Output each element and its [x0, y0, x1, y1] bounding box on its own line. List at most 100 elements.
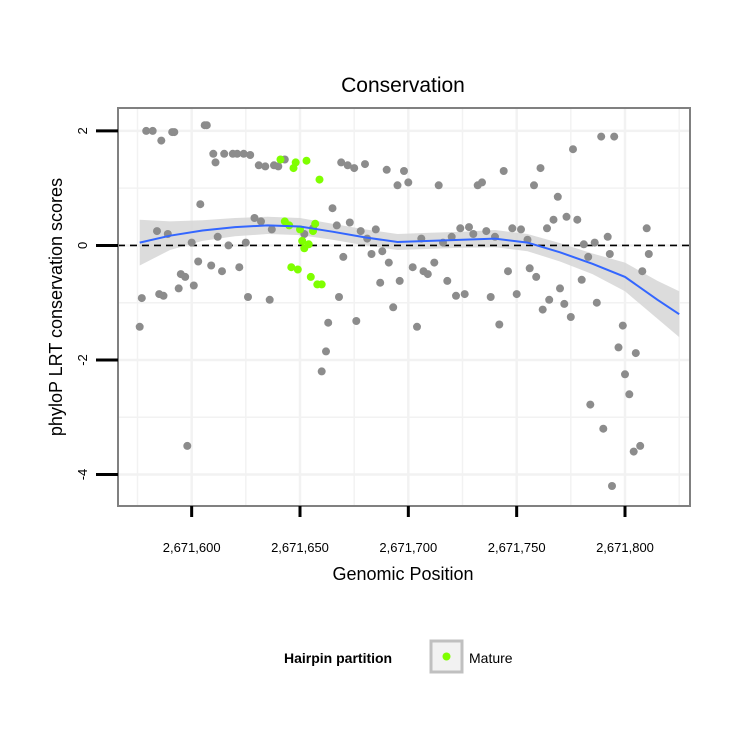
data-point: [211, 158, 220, 167]
data-point: [367, 250, 376, 258]
data-point: [642, 224, 651, 233]
data-point: [137, 294, 146, 303]
data-point: [142, 126, 151, 135]
data-point: [456, 224, 465, 233]
data-point: [209, 149, 218, 158]
data-point: [636, 441, 645, 450]
mature-point: [276, 155, 285, 164]
data-point: [328, 204, 337, 213]
legend-title: Hairpin partition: [284, 650, 392, 666]
data-point: [220, 149, 229, 158]
data-point: [460, 290, 469, 299]
data-point: [430, 258, 439, 267]
data-point: [261, 162, 270, 171]
data-point: [560, 299, 569, 308]
data-point: [408, 263, 417, 272]
data-point: [629, 447, 638, 456]
data-point: [538, 305, 547, 314]
mature-point: [287, 263, 296, 272]
data-point: [345, 218, 354, 227]
data-point: [608, 482, 616, 490]
data-point: [224, 241, 233, 250]
x-tick-label: 2,671,700: [379, 540, 437, 555]
data-point: [371, 225, 380, 234]
data-point: [469, 230, 478, 238]
data-point: [239, 149, 248, 158]
y-tick-label: -4: [75, 469, 90, 481]
data-point: [452, 291, 460, 300]
data-point: [241, 238, 250, 247]
data-point: [549, 215, 558, 224]
data-point: [573, 215, 582, 224]
data-point: [625, 390, 634, 399]
data-point: [586, 400, 595, 409]
data-point: [350, 164, 359, 173]
data-point: [562, 212, 571, 221]
mature-point: [291, 158, 300, 167]
data-point: [566, 313, 575, 321]
mature-point: [293, 265, 302, 274]
data-point: [447, 232, 456, 241]
data-point: [384, 258, 393, 267]
data-point: [395, 276, 404, 285]
data-point: [465, 223, 473, 232]
data-point: [196, 200, 205, 209]
data-point: [423, 270, 432, 279]
data-point: [504, 267, 512, 276]
x-tick-label: 2,671,750: [488, 540, 546, 555]
plot-panel-border: [117, 107, 691, 507]
y-tick-label: 2: [75, 127, 90, 134]
mature-point: [298, 236, 307, 245]
data-point: [148, 126, 157, 135]
x-axis-title: Genomic Position: [332, 564, 473, 584]
x-axis: 2,671,600 2,671,650 2,671,700 2,671,750 2,67…: [163, 506, 654, 555]
data-point: [530, 181, 538, 190]
legend-marker-mature: [442, 652, 451, 661]
data-point: [584, 252, 593, 261]
x-tick-label: 2,671,600: [163, 540, 221, 555]
data-point: [187, 238, 196, 247]
data-point: [631, 349, 640, 358]
data-point: [202, 121, 211, 130]
data-point: [153, 227, 161, 236]
y-axis: 2 0 -2 -4: [75, 127, 118, 480]
mature-point: [306, 272, 315, 281]
data-point: [352, 317, 361, 325]
data-point: [508, 224, 517, 233]
data-point: [376, 278, 385, 287]
data-point: [605, 250, 614, 258]
mature-point: [302, 156, 311, 165]
data-point: [603, 232, 612, 241]
data-point: [400, 167, 408, 175]
data-point: [486, 293, 495, 301]
data-point: [324, 318, 333, 327]
data-point: [159, 291, 168, 300]
data-point: [378, 247, 387, 256]
data-point: [267, 225, 276, 234]
data-point: [183, 441, 192, 450]
data-point: [532, 272, 541, 281]
data-point: [274, 162, 283, 171]
data-point: [207, 261, 216, 270]
data-point: [382, 165, 391, 174]
data-point: [332, 221, 341, 230]
data-point: [443, 276, 452, 285]
data-point: [246, 151, 255, 159]
data-point: [181, 272, 190, 281]
data-points: [135, 121, 653, 490]
data-point: [189, 281, 198, 290]
mature-point: [317, 280, 326, 289]
data-point: [244, 293, 252, 301]
data-point: [337, 158, 346, 167]
data-point: [614, 343, 623, 352]
data-point: [257, 217, 265, 226]
data-point: [213, 232, 222, 241]
data-point: [235, 263, 244, 272]
data-point: [517, 225, 525, 234]
x-tick-label: 2,671,650: [271, 540, 329, 555]
data-point: [597, 132, 606, 141]
data-point: [590, 238, 599, 247]
data-point: [135, 322, 144, 331]
data-point: [644, 250, 653, 258]
